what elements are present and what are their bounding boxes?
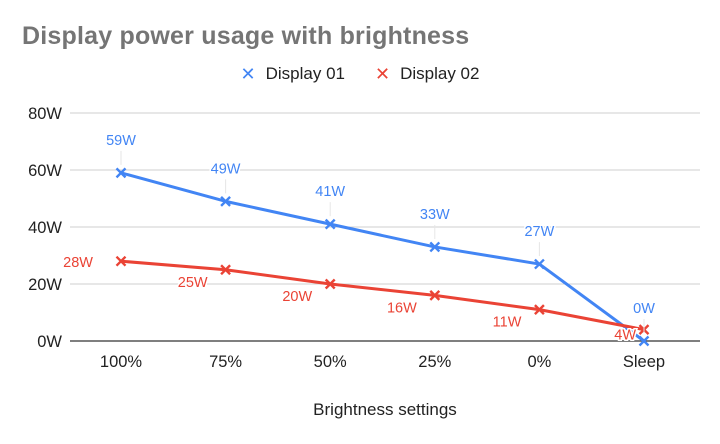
data-point-marker bbox=[220, 264, 231, 276]
data-label: 0W bbox=[633, 301, 655, 317]
series-line bbox=[119, 259, 646, 332]
data-point-marker bbox=[429, 290, 441, 301]
x-tick-label: Sleep bbox=[623, 353, 665, 371]
series-1 bbox=[115, 167, 650, 347]
legend-label-display-01: Display 01 bbox=[265, 64, 345, 83]
y-tick-label: 80W bbox=[28, 105, 62, 123]
legend-marker-display-01: ✕ bbox=[240, 64, 256, 84]
data-point-marker bbox=[638, 335, 650, 347]
y-tick-label: 60W bbox=[28, 162, 62, 180]
y-tick-label: 20W bbox=[28, 276, 62, 294]
x-tick-label: 25% bbox=[418, 353, 451, 371]
data-label: 27W bbox=[524, 224, 554, 240]
data-label: 33W bbox=[420, 207, 450, 223]
data-point-marker bbox=[115, 167, 127, 179]
data-label: 49W bbox=[211, 161, 241, 177]
x-tick-label: 0% bbox=[527, 353, 551, 371]
y-tick-label: 0W bbox=[37, 333, 62, 351]
y-tick-label: 40W bbox=[28, 219, 62, 237]
legend-item-display-02: ✕ Display 02 bbox=[375, 64, 479, 84]
legend: ✕ Display 01 ✕ Display 02 bbox=[0, 64, 720, 84]
data-label: 20W bbox=[282, 289, 312, 305]
data-label: 59W bbox=[106, 133, 136, 149]
data-point-marker bbox=[534, 304, 545, 315]
data-label: 16W bbox=[387, 300, 417, 316]
series-line bbox=[119, 171, 646, 343]
legend-item-display-01: ✕ Display 01 bbox=[241, 64, 345, 84]
chart-title: Display power usage with brightness bbox=[22, 22, 470, 50]
legend-label-display-02: Display 02 bbox=[400, 64, 480, 83]
data-point-marker bbox=[220, 196, 231, 207]
x-tick-label: 100% bbox=[100, 353, 143, 371]
data-point-marker bbox=[115, 255, 127, 267]
data-point-marker bbox=[324, 278, 336, 290]
legend-marker-display-02: ✕ bbox=[375, 64, 391, 84]
data-point-marker bbox=[534, 258, 545, 270]
data-label: 28W bbox=[63, 255, 93, 271]
data-label: 25W bbox=[178, 275, 208, 291]
data-point-marker bbox=[429, 241, 441, 253]
x-tick-label: 75% bbox=[209, 353, 242, 371]
x-tick-label: 50% bbox=[314, 353, 347, 371]
data-label: 41W bbox=[315, 184, 345, 200]
x-axis-title: Brightness settings bbox=[313, 400, 457, 419]
data-label: 11W bbox=[493, 315, 522, 331]
series-2 bbox=[115, 255, 650, 335]
data-point-marker bbox=[324, 218, 336, 230]
data-label: 4W bbox=[614, 328, 636, 344]
